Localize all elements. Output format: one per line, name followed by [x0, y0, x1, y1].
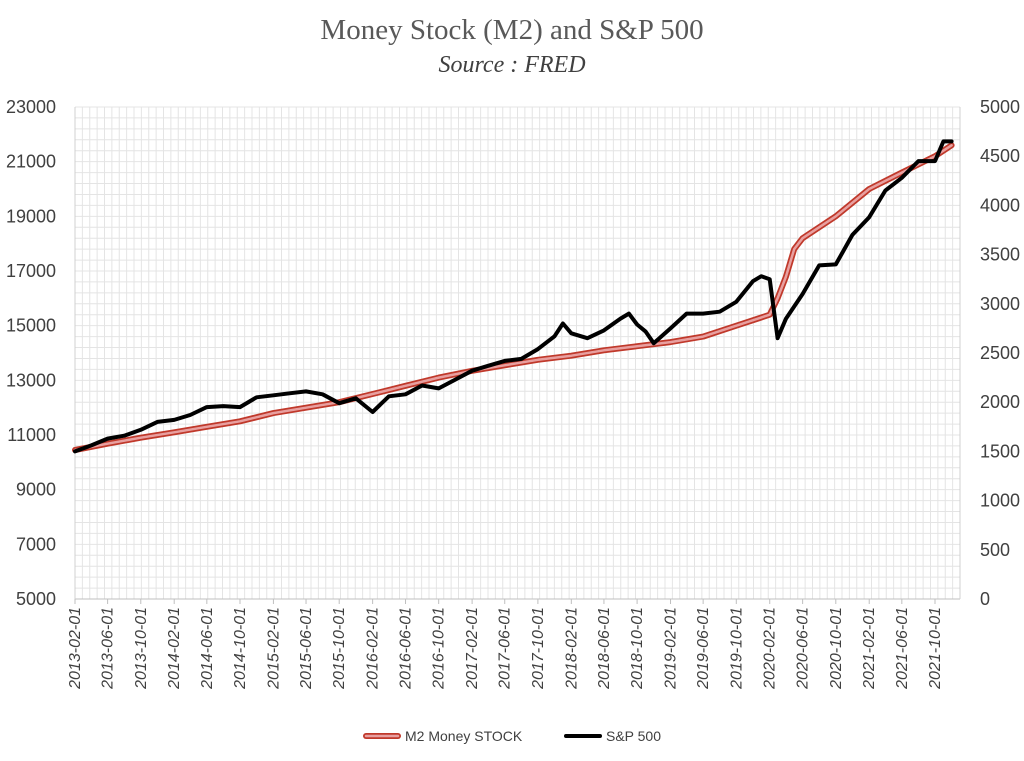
legend-label-sp500: S&P 500 — [606, 728, 661, 744]
x-tick-label: 2013-10-01 — [133, 607, 150, 690]
grid — [74, 106, 961, 600]
x-tick-label: 2019-02-01 — [663, 607, 680, 690]
x-tick-label: 2018-06-01 — [596, 607, 613, 690]
x-tick-label: 2017-10-01 — [530, 607, 547, 690]
x-tick-label: 2020-10-01 — [828, 607, 845, 690]
y-tick-label-left: 5000 — [16, 589, 56, 609]
y-tick-label-left: 11000 — [7, 425, 56, 445]
y-tick-label-right: 1000 — [980, 491, 1020, 511]
x-tick-label: 2019-06-01 — [695, 607, 712, 690]
chart-title: Money Stock (M2) and S&P 500 — [320, 14, 704, 46]
x-tick-label: 2020-06-01 — [795, 607, 812, 690]
y-tick-label-left: 15000 — [6, 316, 56, 336]
y-tick-label-left: 23000 — [6, 97, 56, 117]
x-tick-label: 2014-02-01 — [166, 607, 183, 690]
x-tick-label: 2018-02-01 — [563, 607, 580, 690]
y-tick-label-right: 0 — [980, 589, 990, 609]
y-tick-label-right: 5000 — [980, 97, 1020, 117]
x-tick-label: 2017-06-01 — [497, 607, 514, 690]
x-tick-label: 2021-06-01 — [894, 607, 911, 690]
x-tick-label: 2013-06-01 — [100, 607, 117, 690]
y-tick-label-left: 19000 — [6, 206, 56, 226]
y-tick-label-left: 9000 — [16, 480, 56, 500]
y-tick-label-left: 21000 — [6, 152, 56, 172]
x-tick-label: 2021-10-01 — [927, 607, 944, 690]
x-tick-label: 2016-06-01 — [398, 607, 415, 690]
y-tick-label-left: 17000 — [6, 261, 56, 281]
y-tick-label-right: 2500 — [980, 343, 1020, 363]
x-tick-label: 2017-02-01 — [464, 607, 481, 690]
y-tick-label-right: 4500 — [980, 146, 1020, 166]
x-tick-label: 2015-02-01 — [265, 607, 282, 690]
x-tick-label: 2020-02-01 — [762, 607, 779, 690]
y-tick-label-right: 3000 — [980, 294, 1020, 314]
y-tick-label-left: 7000 — [16, 534, 56, 554]
y-tick-label-right: 500 — [980, 540, 1010, 560]
y-tick-label-right: 2000 — [980, 392, 1020, 412]
series-line-sp500 — [73, 139, 954, 454]
x-tick-label: 2014-06-01 — [199, 607, 216, 690]
x-tick-label: 2015-10-01 — [331, 607, 348, 690]
x-tick-label: 2021-02-01 — [861, 607, 878, 690]
x-tick-label: 2015-06-01 — [298, 607, 315, 690]
x-tick-label: 2016-10-01 — [431, 607, 448, 690]
x-tick-label: 2019-10-01 — [728, 607, 745, 690]
x-tick-label: 2018-10-01 — [629, 607, 646, 690]
y-tick-label-right: 4000 — [980, 195, 1020, 215]
series-line-m2 — [73, 144, 953, 452]
legend: M2 Money STOCK S&P 500 — [363, 728, 661, 744]
y-tick-label-right: 3500 — [980, 245, 1020, 265]
legend-label-m2: M2 Money STOCK — [405, 728, 523, 744]
chart-subtitle: Source : FRED — [438, 52, 586, 78]
y-tick-label-right: 1500 — [980, 441, 1020, 461]
x-tick-label: 2014-10-01 — [232, 607, 249, 690]
x-tick-label: 2013-02-01 — [67, 607, 84, 690]
y-tick-label-left: 13000 — [6, 370, 56, 390]
x-tick-label: 2016-02-01 — [365, 607, 382, 690]
